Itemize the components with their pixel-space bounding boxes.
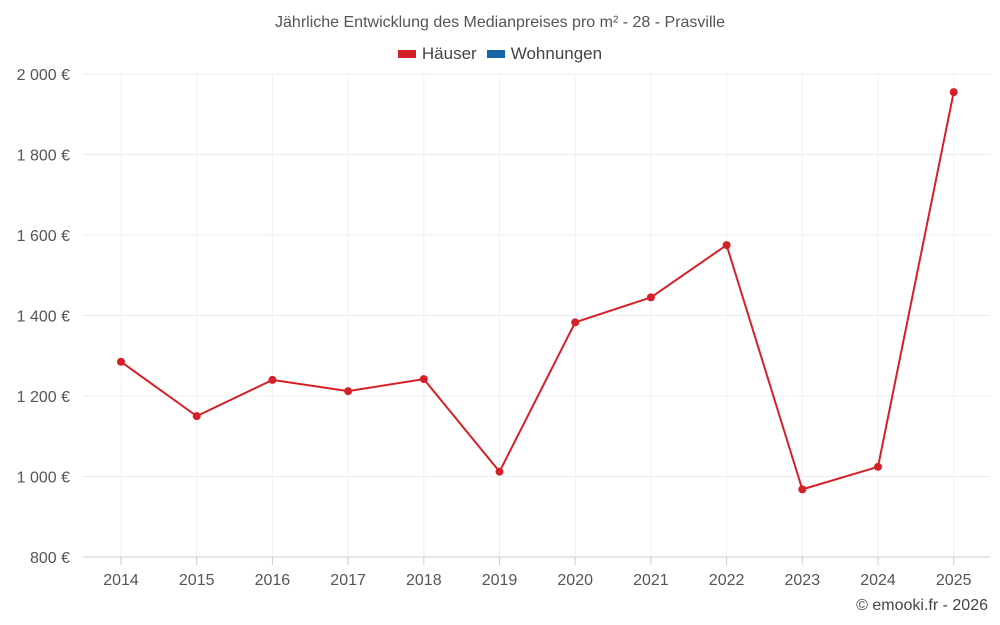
legend-label-haeuser: Häuser — [421, 44, 477, 63]
credit-text: © emooki.fr - 2026 — [856, 597, 988, 614]
data-point[interactable] — [268, 375, 277, 384]
x-tick-label: 2017 — [330, 572, 366, 589]
y-tick-label: 1 000 € — [17, 470, 70, 487]
legend-item-wohnungen[interactable]: Wohnungen — [486, 44, 603, 64]
data-point[interactable] — [571, 318, 580, 327]
data-point[interactable] — [722, 241, 731, 250]
y-tick-label: 1 200 € — [17, 389, 70, 406]
y-tick-label: 1 400 € — [17, 309, 70, 326]
x-tick-label: 2014 — [103, 572, 139, 589]
chart-title: Jährliche Entwicklung des Medianpreises … — [275, 14, 725, 31]
x-tick-label: 2015 — [179, 572, 215, 589]
x-tick-label: 2023 — [785, 572, 821, 589]
data-point[interactable] — [117, 357, 125, 366]
legend-swatch-haeuser — [397, 50, 416, 58]
x-tick-label: 2021 — [633, 572, 669, 589]
data-point[interactable] — [949, 88, 958, 97]
legend-item-haeuser[interactable]: Häuser — [397, 44, 477, 64]
data-point[interactable] — [646, 293, 655, 302]
x-tick-label: 2025 — [936, 572, 972, 589]
x-tick-label: 2024 — [860, 572, 896, 589]
x-tick-label: 2019 — [482, 572, 518, 589]
y-tick-label: 800 € — [30, 550, 70, 567]
data-point[interactable] — [344, 387, 353, 396]
x-tick-label: 2016 — [255, 572, 291, 589]
data-point[interactable] — [798, 485, 807, 494]
x-tick-label: 2020 — [557, 572, 593, 589]
data-point[interactable] — [874, 462, 882, 471]
x-tick-label: 2018 — [406, 572, 442, 589]
y-tick-label: 1 600 € — [17, 228, 70, 245]
data-point[interactable] — [419, 375, 428, 384]
legend-label-wohnungen: Wohnungen — [510, 44, 603, 63]
x-tick-label: 2022 — [709, 572, 745, 589]
y-tick-label: 1 800 € — [17, 148, 70, 165]
series-line-0 — [120, 91, 955, 491]
legend-swatch-wohnungen — [486, 50, 505, 58]
legend: Häuser Wohnungen — [0, 44, 1000, 64]
y-tick-label: 2 000 € — [17, 67, 70, 84]
data-point[interactable] — [192, 412, 201, 421]
data-point[interactable] — [495, 467, 504, 476]
